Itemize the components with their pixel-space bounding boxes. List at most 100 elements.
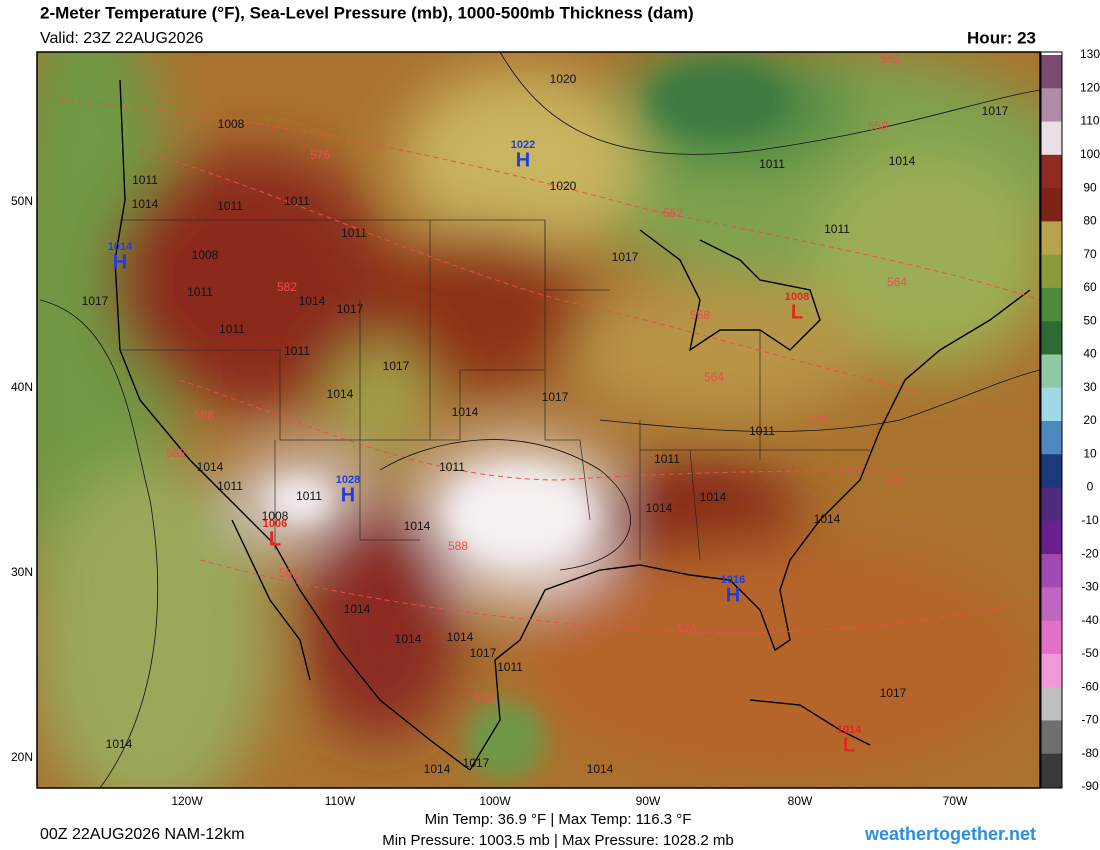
forecast-hour: Hour: 23 xyxy=(967,28,1036,47)
center-letter: L xyxy=(843,734,855,756)
isobar-label: 1011 xyxy=(296,489,322,503)
center-letter: H xyxy=(341,484,355,506)
isobar-label: 1017 xyxy=(383,359,410,373)
colorbar-segment xyxy=(1041,753,1062,788)
colorbar-label: 70 xyxy=(1083,247,1097,261)
model-run: 00Z 22AUG2026 NAM-12km xyxy=(40,826,245,843)
colorbar-label: -90 xyxy=(1081,779,1099,793)
thickness-label: 582 xyxy=(279,566,299,580)
thickness-label: 576 xyxy=(310,148,330,162)
colorbar-segment xyxy=(1041,687,1062,721)
colorbar-label: 110 xyxy=(1080,114,1099,128)
colorbar-label: 90 xyxy=(1083,180,1097,194)
isobar-label: 1017 xyxy=(82,294,109,308)
colorbar-label: -20 xyxy=(1081,546,1099,560)
isobar-label: 1011 xyxy=(824,222,850,236)
isobar-label: 1014 xyxy=(106,737,133,751)
isobar-label: 1014 xyxy=(404,519,431,533)
center-value: 1008 xyxy=(785,291,809,303)
lat-label: 20N xyxy=(11,750,33,764)
thickness-label: 552 xyxy=(663,206,683,220)
isobar-label: 1020 xyxy=(550,72,577,86)
temp-range: Min Temp: 36.9 °F | Max Temp: 116.3 °F xyxy=(425,811,692,828)
colorbar-segment xyxy=(1041,387,1062,422)
center-value: 1006 xyxy=(263,518,287,530)
center-value: 1014 xyxy=(837,724,862,736)
colorbar-label: 50 xyxy=(1083,313,1097,327)
colorbar-segment xyxy=(1041,154,1062,189)
colorbar-segment xyxy=(1041,55,1062,89)
colorbar: 1301201101009080706050403020100-10-20-30… xyxy=(1040,47,1100,793)
colorbar-segment xyxy=(1041,520,1062,555)
isobar-label: 1011 xyxy=(654,452,680,466)
colorbar-label: -80 xyxy=(1081,746,1099,760)
lat-label: 40N xyxy=(11,380,33,394)
thickness-label: 588 xyxy=(448,539,468,553)
center-letter: H xyxy=(113,251,127,273)
isobar-label: 1008 xyxy=(218,117,245,131)
isobar-label: 1008 xyxy=(262,509,289,523)
colorbar-label: 80 xyxy=(1083,214,1097,228)
valid-time: Valid: 23Z 22AUG2026 xyxy=(40,30,203,47)
thickness-label: 582 xyxy=(474,690,494,704)
isobar-label: 1008 xyxy=(192,248,219,262)
isobar-label: 1014 xyxy=(889,154,916,168)
center-value: 1022 xyxy=(511,139,535,151)
colorbar-segment xyxy=(1041,587,1062,622)
colorbar-label: -60 xyxy=(1081,679,1099,693)
colorbar-segment xyxy=(1041,487,1062,522)
isobar-label: 1011 xyxy=(284,194,310,208)
isobar-label: 1014 xyxy=(646,501,673,515)
lat-label: 50N xyxy=(11,194,33,208)
colorbar-label: -70 xyxy=(1081,713,1099,727)
colorbar-segment xyxy=(1041,554,1062,588)
isobar-label: 1011 xyxy=(749,424,775,438)
isobar-label: 1014 xyxy=(814,512,841,526)
isobar-label: 1011 xyxy=(759,157,785,171)
colorbar-segment xyxy=(1041,188,1062,222)
colorbar-label: 120 xyxy=(1080,80,1100,94)
thickness-label: 564 xyxy=(704,370,724,384)
isobar-label: 1011 xyxy=(132,173,158,187)
isobar-label: 1011 xyxy=(284,344,310,358)
colorbar-label: 60 xyxy=(1083,280,1097,294)
thickness-label: 576 xyxy=(887,475,907,489)
isobar-label: 1011 xyxy=(217,199,243,213)
isobar-label: 1011 xyxy=(217,479,243,493)
isobar-label: 1014 xyxy=(327,387,354,401)
title: 2-Meter Temperature (°F), Sea-Level Pres… xyxy=(40,3,694,22)
lon-label: 110W xyxy=(325,794,356,808)
isobar-label: 1014 xyxy=(299,294,326,308)
thickness-label: 582 xyxy=(277,280,297,294)
isobar-label: 1014 xyxy=(395,632,422,646)
colorbar-label: 0 xyxy=(1087,480,1094,494)
lon-label: 120W xyxy=(171,794,203,808)
colorbar-frame xyxy=(1040,51,1063,789)
isobar-label: 1014 xyxy=(424,762,451,776)
isobar-label: 1014 xyxy=(344,602,371,616)
colorbar-segment xyxy=(1041,321,1062,355)
colorbar-label: -50 xyxy=(1081,646,1099,660)
colorbar-label: -40 xyxy=(1081,613,1099,627)
thickness-label: 558 xyxy=(690,308,710,322)
colorbar-segment xyxy=(1041,121,1062,156)
thickness-label: 552 xyxy=(881,52,901,66)
isobar-label: 1017 xyxy=(612,250,639,264)
map xyxy=(37,52,1040,788)
thickness-label: 582 xyxy=(166,446,186,460)
colorbar-segment xyxy=(1041,421,1062,455)
isobar-label: 1017 xyxy=(463,756,490,770)
colorbar-label: 130 xyxy=(1080,47,1100,61)
colorbar-label: 40 xyxy=(1083,347,1097,361)
thickness-label: 570 xyxy=(808,413,828,427)
isobar-label: 1017 xyxy=(337,302,364,316)
isobar-label: 1014 xyxy=(587,762,614,776)
lon-label: 70W xyxy=(943,794,968,808)
colorbar-segment xyxy=(1041,88,1062,123)
site-credit[interactable]: weathertogether.net xyxy=(864,824,1036,844)
map-frame xyxy=(36,51,1041,789)
colorbar-label: 10 xyxy=(1083,446,1097,460)
center-letter: L xyxy=(269,528,281,550)
colorbar-segment xyxy=(1041,254,1062,289)
center-value: 1016 xyxy=(721,574,745,586)
